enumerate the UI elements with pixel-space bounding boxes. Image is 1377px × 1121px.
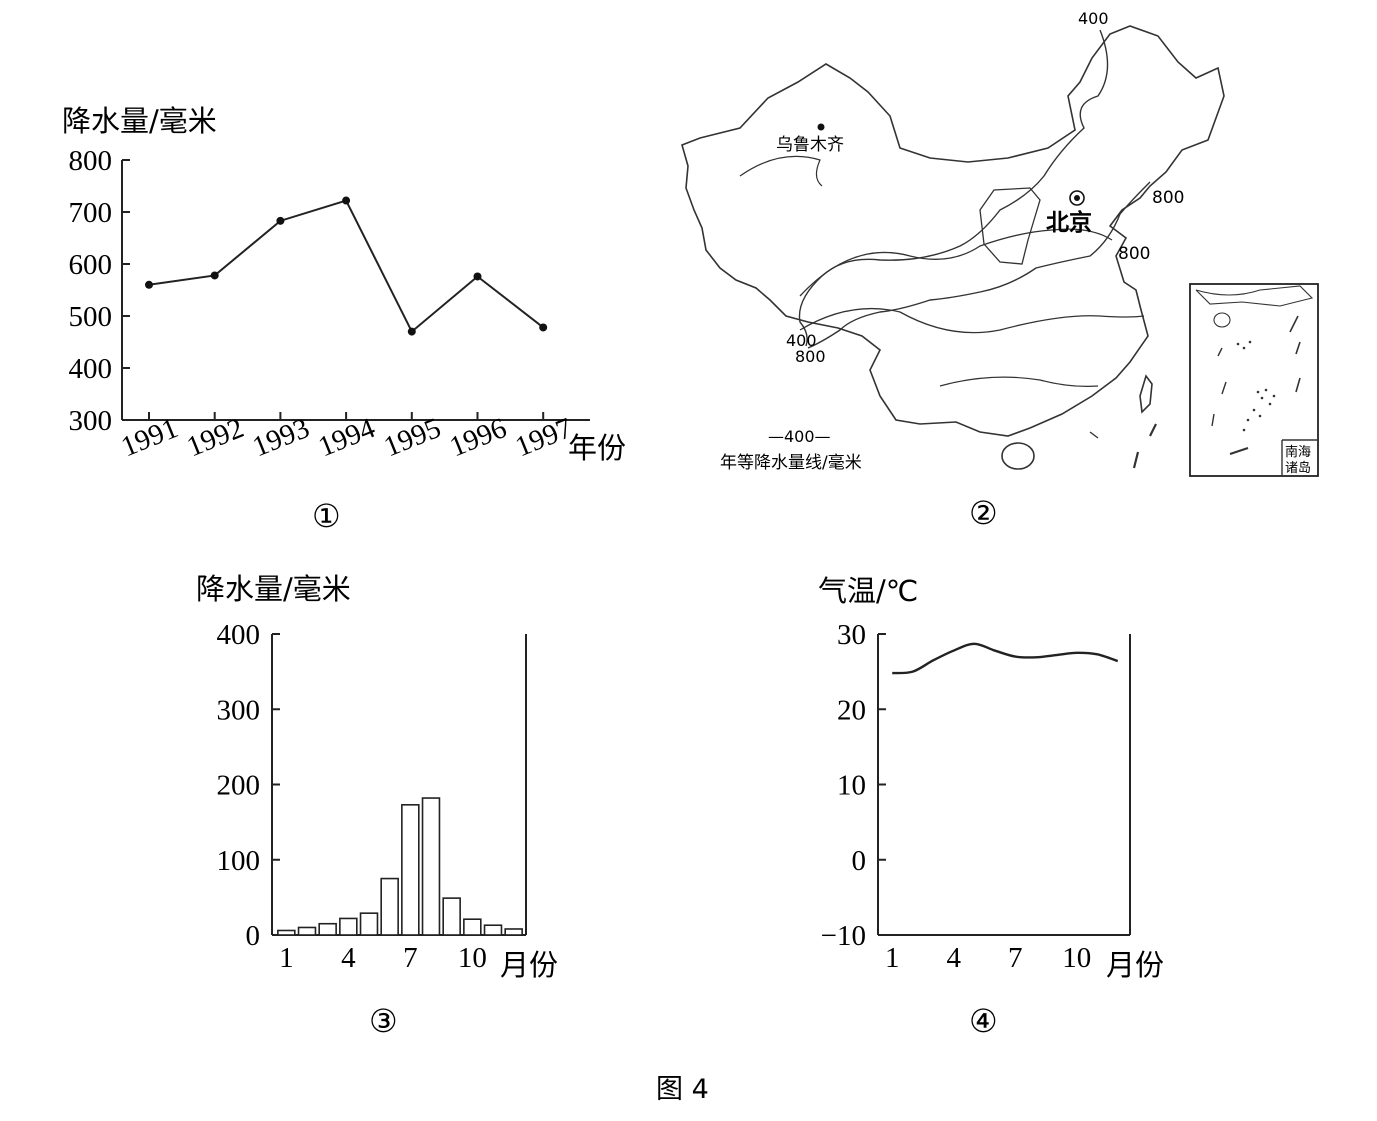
chart4-y-tick-label: 0 (852, 845, 867, 877)
figure-caption: 图 4 (656, 1074, 709, 1105)
chart3-y-tick-label: 400 (217, 619, 261, 651)
panel-label-4: ④ (969, 1002, 998, 1040)
chart1-y-tick-label: 400 (69, 353, 113, 385)
chart3-bar-month-2 (297, 926, 317, 936)
chart1-series-line (148, 199, 544, 334)
chart4-x-axis-title: 月份 (1106, 948, 1164, 982)
hainan-island (1001, 442, 1035, 470)
chart3-y-tick-label: 300 (217, 694, 261, 726)
chart4-x-tick-label: 10 (1062, 942, 1091, 974)
city-label-urumqi: 乌鲁木齐 (776, 135, 844, 155)
chart3-bar-month-12 (504, 928, 523, 936)
chart4-y-tick-label: 20 (837, 694, 866, 726)
chart4-x-tick-label: 1 (885, 942, 900, 974)
chart3-y-axis-title: 降水量/毫米 (196, 572, 351, 606)
chart3-x-tick-label: 7 (403, 942, 418, 974)
isohyet-label-800-beijing: 800 (1118, 244, 1150, 264)
chart3-bar-month-3 (318, 922, 337, 936)
isohyet-800 (807, 181, 1151, 349)
monthly-precipitation-chart: 降水量/毫米 400 300 200 100 0 1 4 7 10 月份 ③ (196, 572, 558, 1040)
chart3-x-tick-label: 10 (458, 942, 487, 974)
isohyet-label-400-sw: 400 (786, 331, 817, 350)
panel-label-2: ② (969, 494, 998, 532)
china-outline (681, 25, 1225, 437)
chart1-data-point (342, 196, 351, 205)
chart3-bar-month-1 (277, 929, 296, 936)
river-pearl (939, 376, 1099, 387)
chart3-x-tick-label: 1 (279, 942, 294, 974)
panel-label-3: ③ (369, 1002, 398, 1040)
chart1-data-point (407, 327, 416, 336)
map-legend-text: 年等降水量线/毫米 (720, 453, 862, 473)
chart1-data-point (210, 271, 219, 280)
inset-label-line1: 南海 (1285, 444, 1311, 460)
south-china-sea-inset (1189, 283, 1319, 477)
map-legend-line-sample: —400— (768, 427, 831, 446)
chart1-data-point (276, 216, 285, 225)
chart3-x-axis-title: 月份 (500, 948, 558, 982)
chart3-bar-month-6 (380, 877, 399, 936)
taiwan-island (1139, 374, 1153, 414)
panel-label-1: ① (312, 497, 341, 535)
chart1-data-point (145, 280, 153, 289)
chart4-y-axis-title: 气温/℃ (818, 574, 918, 608)
chart4-y-tick-label: 10 (837, 770, 866, 802)
city-label-beijing: 北京 (1046, 209, 1092, 236)
chart1-data-point (539, 323, 548, 332)
chart1-y-axis-title: 降水量/毫米 (62, 104, 217, 138)
river-yangtze (799, 307, 1145, 334)
chart3-x-tick-label: 4 (341, 942, 356, 974)
chart4-y-tick-label: 30 (837, 619, 866, 651)
monthly-temperature-chart: 气温/℃ 30 20 10 0 −10 1 4 7 10 月份 ④ (818, 574, 1164, 1040)
chart1-y-tick-label: 500 (69, 301, 113, 333)
isohyet-label-800-ne: 800 (1152, 188, 1184, 208)
chart1-y-tick-label: 800 (69, 145, 113, 177)
river-tarim (739, 155, 823, 187)
chart4-x-tick-label: 7 (1008, 942, 1023, 974)
chart1-y-tick-label: 700 (69, 197, 113, 229)
chart4-y-tick-label: −10 (821, 920, 866, 952)
inset-label: 南海诸岛 (1285, 444, 1311, 476)
chart3-y-tick-label: 200 (217, 770, 261, 802)
chart3-y-tick-label: 100 (217, 845, 261, 877)
chart3-bar-month-5 (359, 912, 379, 936)
chart1-data-point (473, 272, 482, 281)
chart3-bar-month-9 (442, 897, 461, 936)
china-precipitation-map (681, 25, 1319, 477)
chart3-y-tick-label: 0 (246, 920, 261, 952)
beijing-marker-dot (1074, 195, 1080, 201)
chart4-x-tick-label: 4 (947, 942, 962, 974)
chart3-bar-month-4 (339, 917, 358, 936)
chart3-bar-month-11 (483, 924, 503, 936)
chart3-bar-month-10 (463, 918, 482, 936)
region-boundary (979, 187, 1041, 265)
river-yellow (799, 228, 1113, 297)
urumqi-marker (817, 123, 825, 131)
beijing-marker-ring (1069, 190, 1085, 206)
isohyet-400 (798, 29, 1109, 347)
inset-label-line2: 诸岛 (1285, 460, 1311, 476)
chart1-x-axis-title: 年份 (568, 431, 626, 465)
chart4-temperature-curve (892, 642, 1119, 675)
chart1-y-tick-label: 300 (69, 405, 113, 437)
isohyet-label-800-sw: 800 (795, 347, 826, 366)
chart3-bar-month-8 (421, 797, 441, 936)
isohyet-label-400-top: 400 (1078, 9, 1109, 28)
chart1-y-tick-label: 600 (69, 249, 113, 281)
map-labels: 400 乌鲁木齐 北京 800 800 400 800 —400— 年等降水量线… (720, 9, 1311, 532)
chart3-bar-month-7 (401, 804, 420, 936)
